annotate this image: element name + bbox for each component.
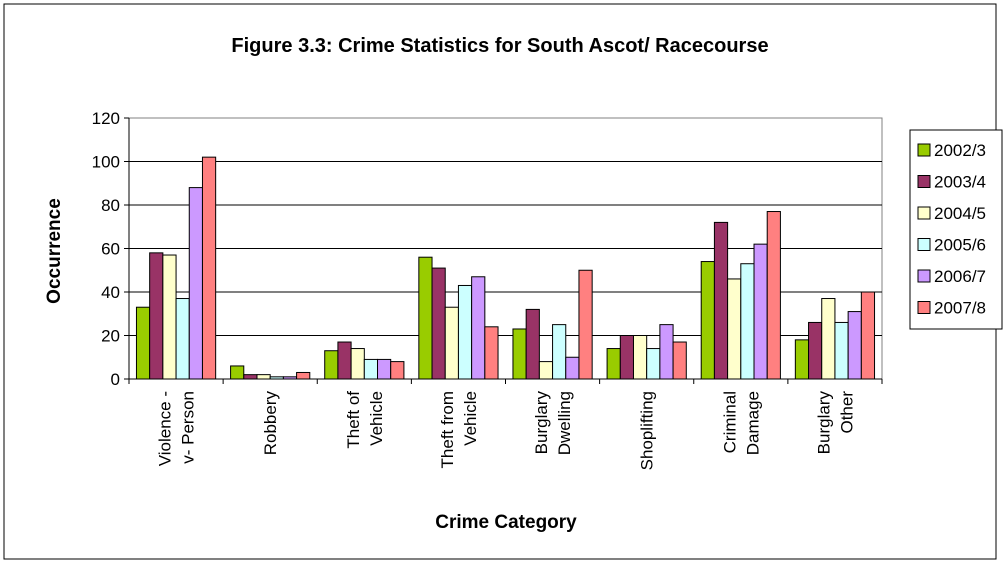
bar [135, 306, 151, 380]
bar [659, 324, 674, 380]
y-tick-label: 40 [101, 283, 120, 302]
bar [471, 276, 486, 380]
x-tick-label: Dwelling [555, 391, 574, 455]
bar [619, 335, 634, 380]
x-tick-label: Other [837, 391, 856, 434]
chart-title: Figure 3.3: Crime Statistics for South A… [231, 35, 768, 57]
bar [632, 335, 648, 380]
bar [552, 324, 567, 380]
y-axis-label: Occurrence [44, 198, 65, 304]
x-tick-label: Theft from [438, 391, 457, 468]
legend-swatch [917, 238, 931, 251]
legend-swatch [917, 206, 931, 220]
bar [324, 350, 339, 380]
legend-label: 2007/8 [934, 299, 986, 318]
legend-label: 2002/3 [934, 141, 986, 160]
bar [377, 358, 392, 380]
bar [188, 187, 203, 380]
legend-swatch [917, 143, 931, 157]
bar [727, 278, 742, 380]
bar [847, 311, 862, 380]
legend-swatch [917, 269, 931, 283]
x-tick-label: Robbery [261, 391, 280, 456]
bar [269, 376, 284, 380]
bar [753, 243, 768, 380]
x-tick-label: Burglary [814, 391, 833, 455]
y-tick-label: 0 [111, 370, 120, 389]
bar [578, 269, 593, 380]
bar [457, 284, 473, 380]
y-tick-label: 80 [101, 196, 120, 215]
bar [808, 321, 823, 380]
bar [713, 221, 729, 380]
bar [175, 298, 190, 380]
bar [700, 261, 715, 380]
x-tick-label: Vehicle [461, 391, 480, 446]
x-tick-label: Burglary [532, 391, 551, 455]
bar [201, 156, 217, 380]
bar [337, 341, 352, 380]
bar [149, 252, 164, 380]
legend-swatch [917, 175, 931, 188]
legend-swatch [917, 301, 931, 314]
bar [418, 256, 433, 380]
bar [350, 348, 365, 380]
bar [230, 365, 245, 380]
bar [525, 308, 540, 380]
bar [512, 328, 527, 380]
y-tick-label: 100 [92, 153, 120, 172]
x-tick-label: Criminal [720, 391, 739, 453]
bar [256, 374, 271, 380]
legend-box [909, 129, 1003, 330]
bar [162, 254, 177, 380]
bar [363, 358, 379, 380]
y-tick-label: 60 [101, 240, 120, 259]
legend-label: 2006/7 [934, 267, 986, 286]
bar [834, 321, 849, 380]
bar [606, 348, 621, 380]
legend: 2002/3 2003/4 2004/5 2005/6 2006/7 2007/8 [909, 129, 1003, 330]
bar [296, 371, 311, 380]
legend-label: 2004/5 [934, 204, 986, 223]
bar [794, 339, 810, 380]
bar [646, 348, 661, 380]
bar [740, 263, 755, 380]
bar [390, 361, 405, 380]
x-tick-label: v- Person [179, 391, 198, 464]
y-tick-label: 120 [92, 109, 120, 128]
x-tick-label: Damage [743, 391, 762, 455]
legend-label: 2005/6 [934, 236, 986, 255]
bar [766, 211, 781, 380]
bar [282, 376, 298, 380]
x-tick-label: Vehicle [367, 391, 386, 446]
x-tick-label: Shoplifting [638, 391, 657, 470]
x-tick-label: Theft of [344, 391, 363, 449]
bar [672, 341, 687, 380]
x-axis-label: Crime Category [435, 512, 577, 533]
bar [538, 361, 554, 380]
bar [860, 291, 876, 380]
bar [431, 267, 446, 380]
y-tick-label: 20 [101, 327, 120, 346]
bar [565, 356, 580, 380]
x-tick-label: Violence - [156, 391, 175, 466]
bar [484, 326, 499, 380]
bar [243, 374, 258, 380]
bar [821, 298, 836, 380]
legend-label: 2003/4 [934, 173, 986, 192]
plot-area: 0 20 40 60 80 100 120 Violence - v- Person Robber… [92, 109, 883, 470]
bar [444, 306, 459, 380]
